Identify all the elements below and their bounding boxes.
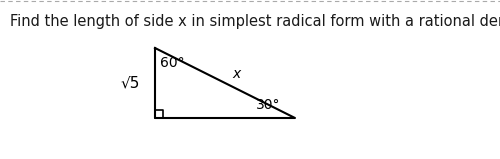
Text: x: x — [232, 67, 240, 81]
Text: 60°: 60° — [160, 56, 184, 70]
Text: √5: √5 — [120, 76, 140, 90]
Text: 30°: 30° — [256, 98, 280, 112]
Text: Find the length of side x in simplest radical form with a rational denominator.: Find the length of side x in simplest ra… — [10, 14, 500, 29]
